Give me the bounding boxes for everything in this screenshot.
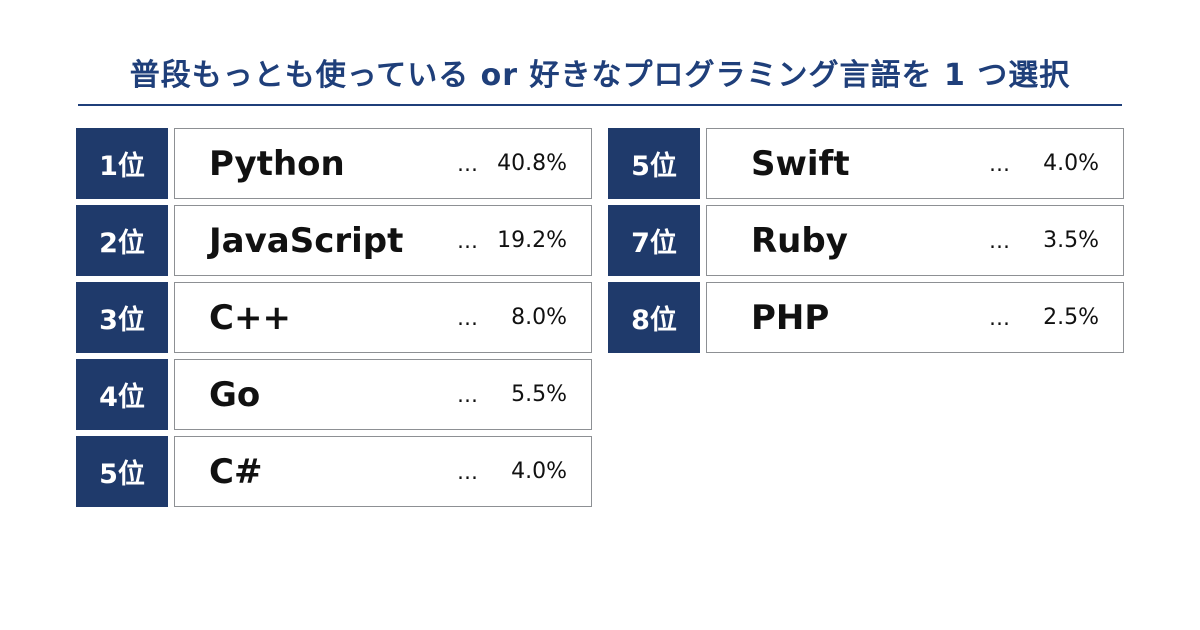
percentage-value: 4.0% — [511, 459, 567, 484]
rank-badge: 5位 — [76, 436, 168, 507]
language-card: PHP … 2.5% — [706, 282, 1124, 353]
language-name: PHP — [751, 297, 830, 338]
percentage-value: 8.0% — [511, 305, 567, 330]
ranking-column-right: 5位 Swift … 4.0% 7位 Ruby … 3.5% 8位 PHP … … — [608, 128, 1124, 359]
percentage-value: 5.5% — [511, 382, 567, 407]
ranking-row: 2位 JavaScript … 19.2% — [76, 205, 592, 276]
leader-dots: … — [457, 305, 479, 330]
ranking-row: 1位 Python … 40.8% — [76, 128, 592, 199]
percentage-value: 40.8% — [497, 151, 567, 176]
language-card: C++ … 8.0% — [174, 282, 592, 353]
leader-dots: … — [457, 228, 479, 253]
leader-dots: … — [457, 151, 479, 176]
percentage-value: 4.0% — [1043, 151, 1099, 176]
leader-dots: … — [989, 228, 1011, 253]
percentage-value: 19.2% — [497, 228, 567, 253]
rank-badge: 1位 — [76, 128, 168, 199]
ranking-row: 5位 C# … 4.0% — [76, 436, 592, 507]
language-name: JavaScript — [209, 220, 404, 261]
language-card: Go … 5.5% — [174, 359, 592, 430]
ranking-row: 3位 C++ … 8.0% — [76, 282, 592, 353]
language-card: Ruby … 3.5% — [706, 205, 1124, 276]
leader-dots: … — [457, 382, 479, 407]
ranking-row: 5位 Swift … 4.0% — [608, 128, 1124, 199]
leader-dots: … — [989, 305, 1011, 330]
title-divider — [78, 104, 1122, 106]
chart-title: 普段もっとも使っている or 好きなプログラミング言語を 1 つ選択 — [129, 58, 1071, 93]
language-card: C# … 4.0% — [174, 436, 592, 507]
language-name: C# — [209, 451, 263, 492]
rank-badge: 4位 — [76, 359, 168, 430]
rank-badge: 5位 — [608, 128, 700, 199]
percentage-value: 2.5% — [1043, 305, 1099, 330]
language-name: Ruby — [751, 220, 848, 261]
percentage-value: 3.5% — [1043, 228, 1099, 253]
language-card: Swift … 4.0% — [706, 128, 1124, 199]
language-name: Go — [209, 374, 261, 415]
leader-dots: … — [989, 151, 1011, 176]
rank-badge: 2位 — [76, 205, 168, 276]
ranking-row: 8位 PHP … 2.5% — [608, 282, 1124, 353]
leader-dots: … — [457, 459, 479, 484]
language-card: JavaScript … 19.2% — [174, 205, 592, 276]
language-name: C++ — [209, 297, 291, 338]
ranking-row: 4位 Go … 5.5% — [76, 359, 592, 430]
ranking-column-left: 1位 Python … 40.8% 2位 JavaScript … 19.2% … — [76, 128, 592, 513]
rank-badge: 8位 — [608, 282, 700, 353]
ranking-row: 7位 Ruby … 3.5% — [608, 205, 1124, 276]
rank-badge: 3位 — [76, 282, 168, 353]
language-name: Python — [209, 143, 345, 184]
language-card: Python … 40.8% — [174, 128, 592, 199]
language-name: Swift — [751, 143, 850, 184]
rank-badge: 7位 — [608, 205, 700, 276]
